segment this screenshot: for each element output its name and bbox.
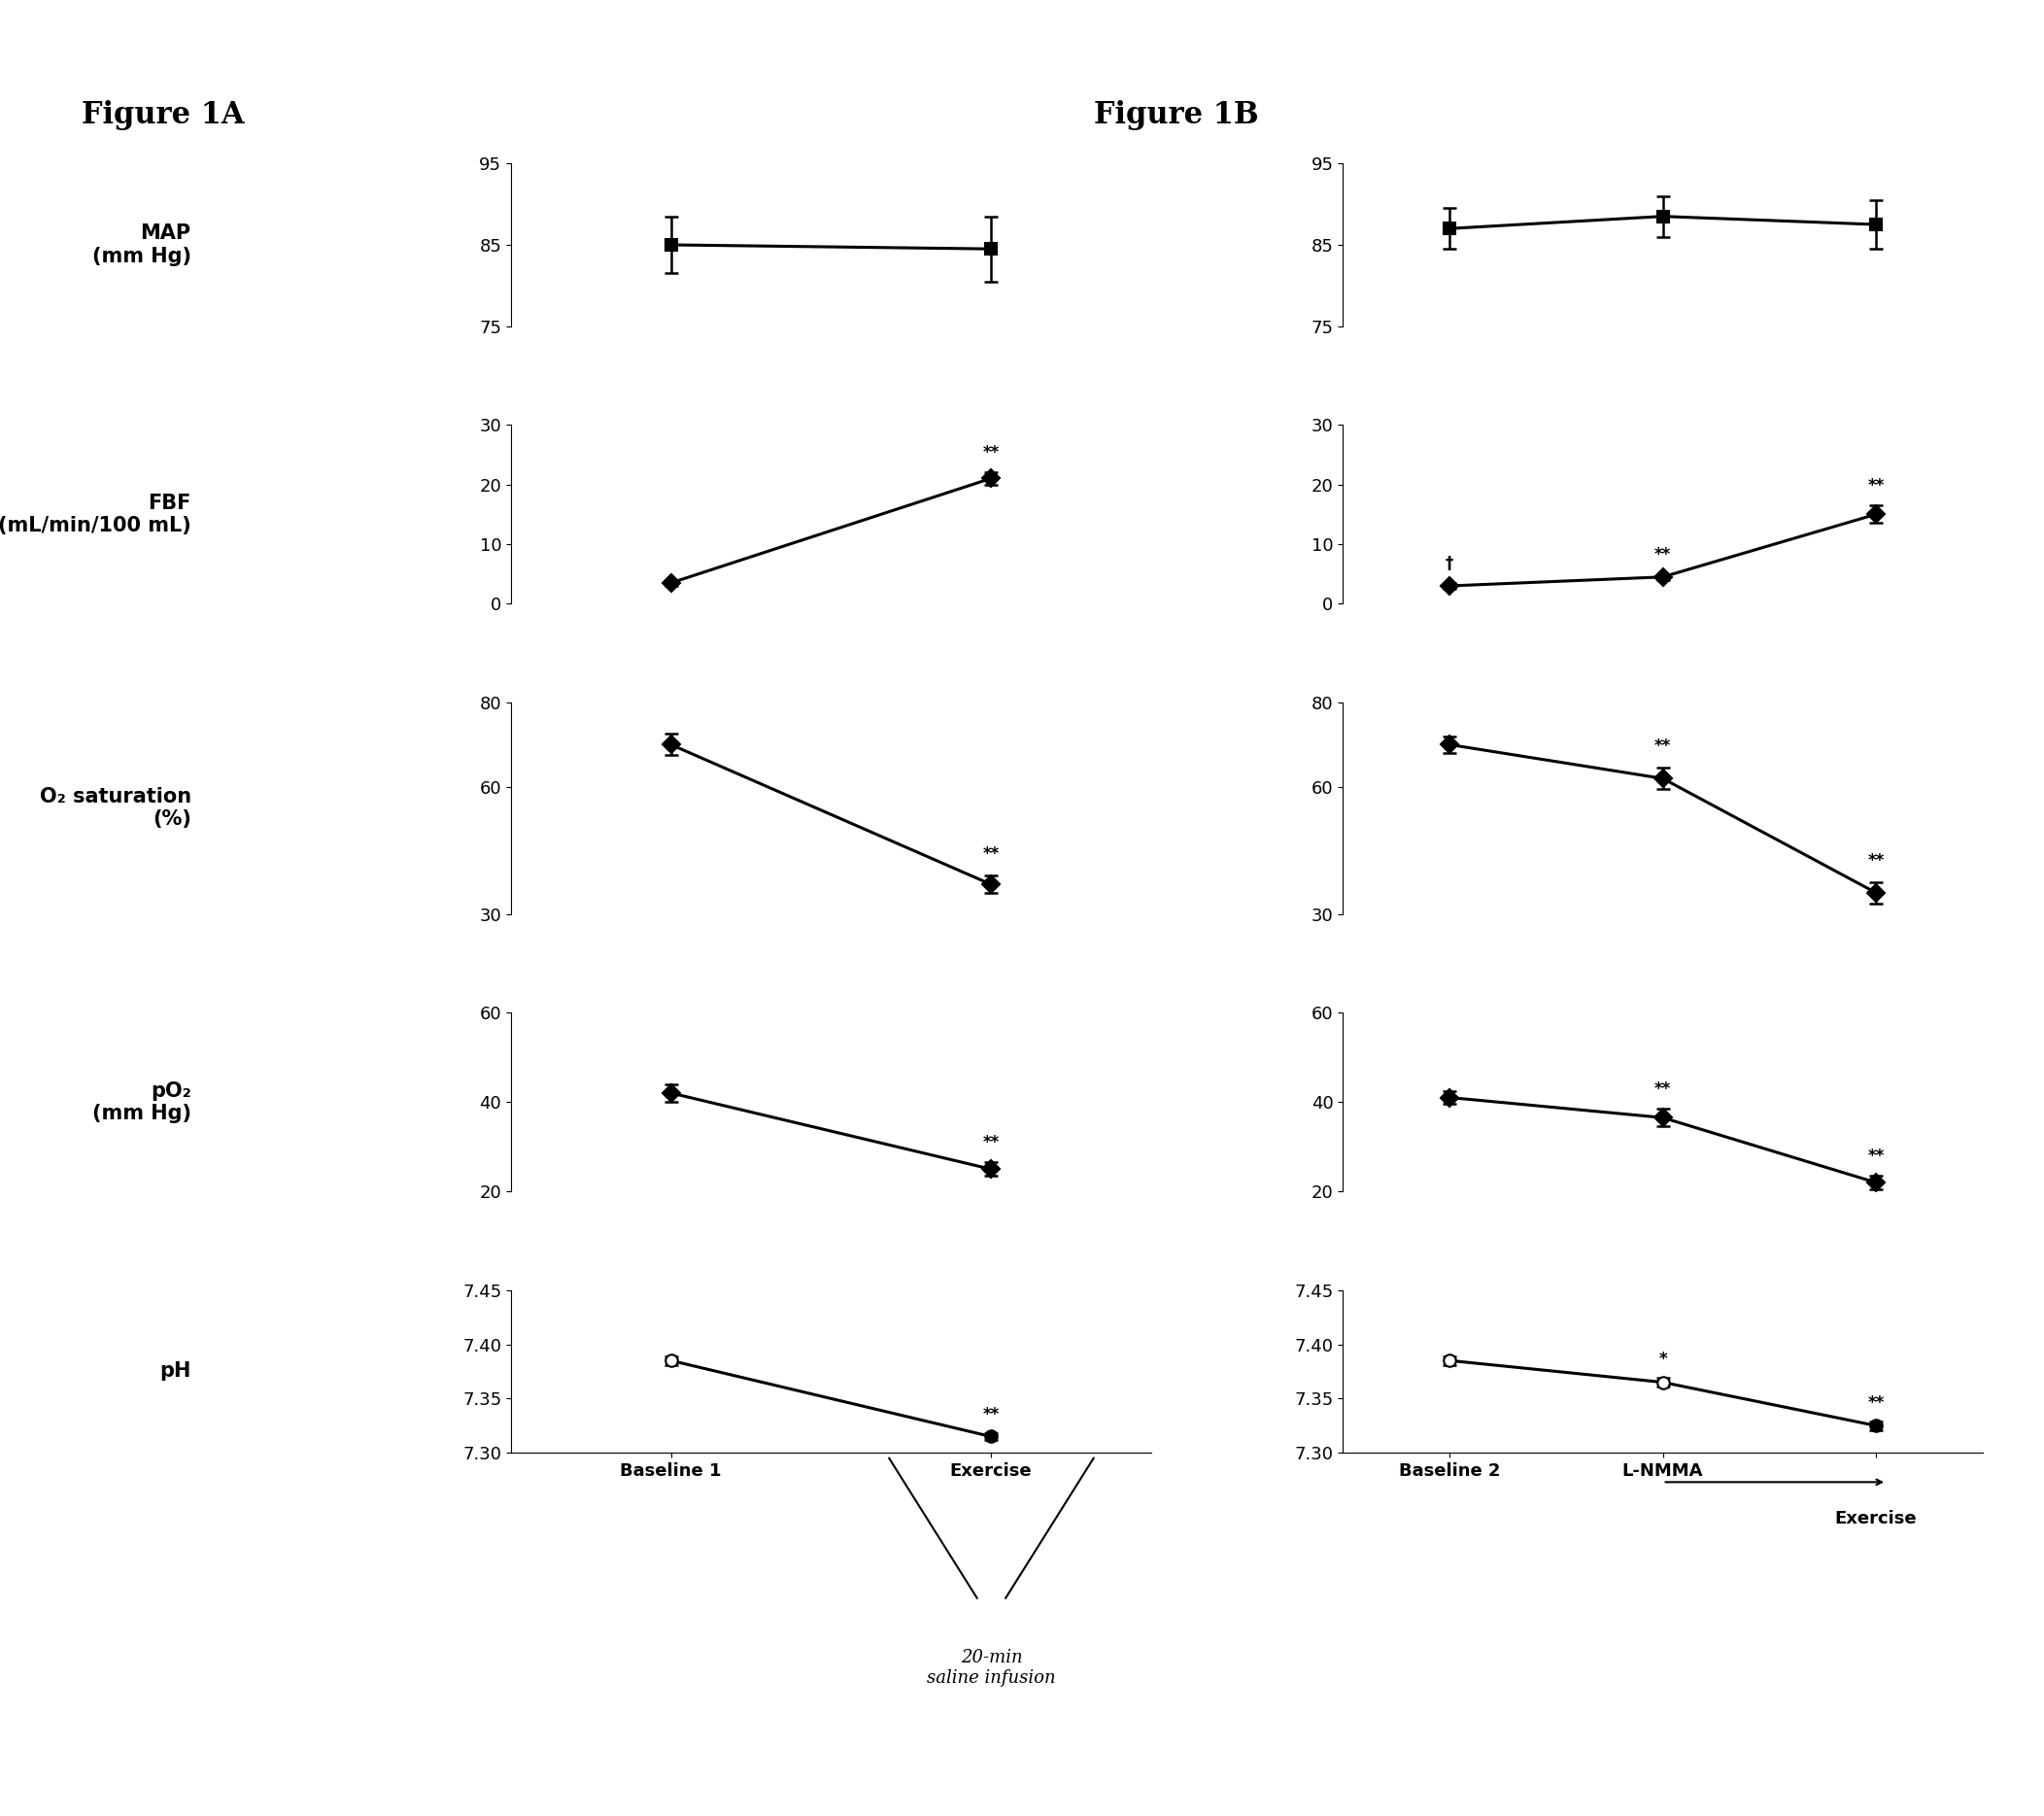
Text: Figure 1A: Figure 1A: [82, 100, 245, 131]
Text: **: **: [1868, 852, 1885, 870]
Text: **: **: [1654, 1081, 1672, 1099]
Text: **: **: [983, 1406, 1000, 1424]
Text: **: **: [983, 445, 1000, 461]
Text: **: **: [1654, 547, 1672, 563]
Text: Exercise: Exercise: [1836, 1509, 1917, 1527]
Text: **: **: [983, 1135, 1000, 1151]
Text: **: **: [1868, 1395, 1885, 1411]
Text: 20-min
saline infusion: 20-min saline infusion: [926, 1649, 1057, 1687]
Y-axis label: pH: pH: [159, 1362, 190, 1382]
Y-axis label: FBF
(mL/min/100 mL): FBF (mL/min/100 mL): [0, 494, 190, 536]
Y-axis label: pO₂
(mm Hg): pO₂ (mm Hg): [92, 1081, 190, 1122]
Text: **: **: [1868, 1148, 1885, 1166]
Text: **: **: [1868, 478, 1885, 494]
Y-axis label: O₂ saturation
(%): O₂ saturation (%): [39, 786, 190, 830]
Text: *: *: [1658, 1351, 1668, 1367]
Text: †: †: [1445, 554, 1453, 572]
Y-axis label: MAP
(mm Hg): MAP (mm Hg): [92, 223, 190, 265]
Text: **: **: [1654, 737, 1672, 755]
Text: Figure 1B: Figure 1B: [1094, 100, 1259, 131]
Text: **: **: [983, 846, 1000, 863]
